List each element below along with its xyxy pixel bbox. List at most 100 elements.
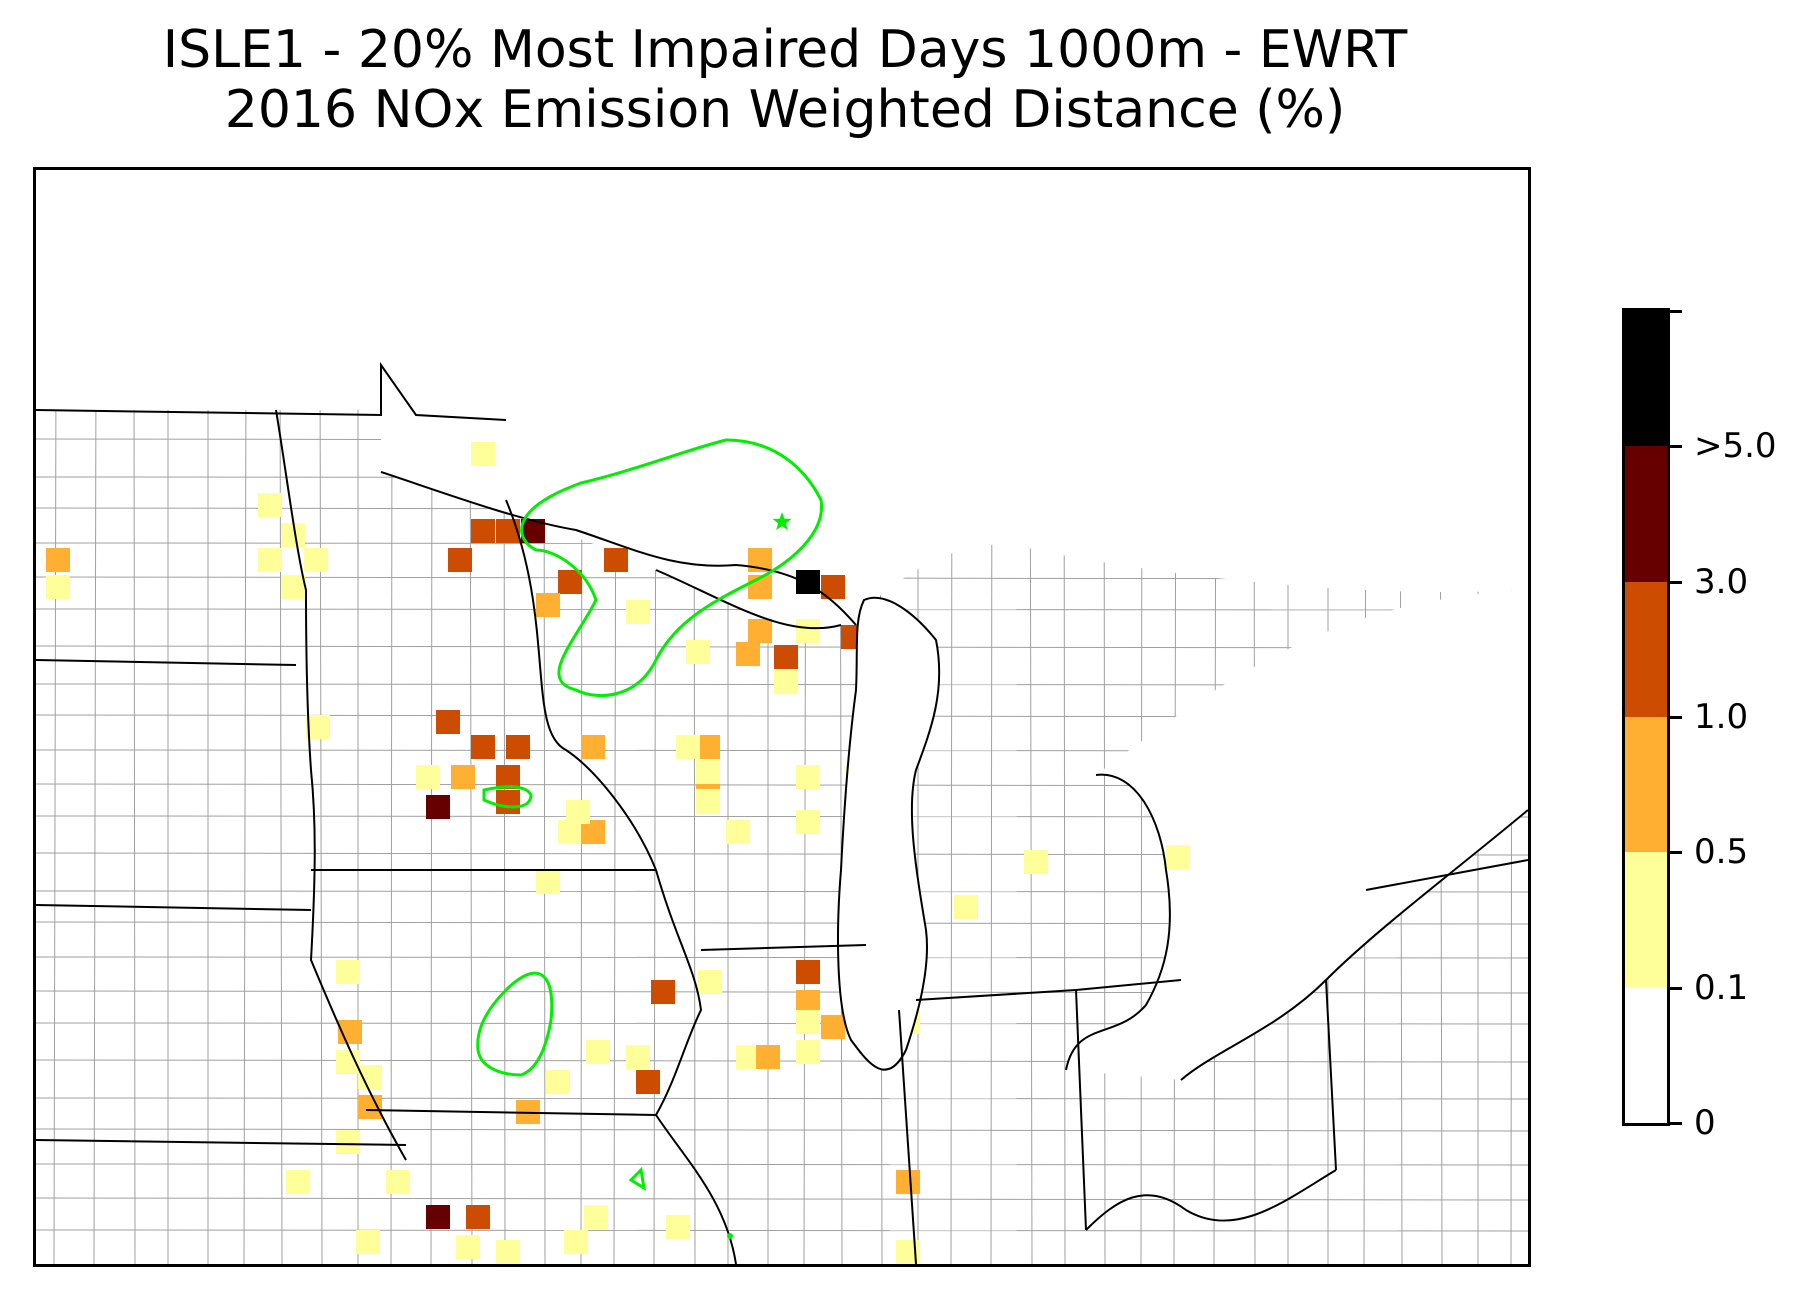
border-mo-il-river xyxy=(655,1114,737,1264)
lake-erie-shore xyxy=(1180,809,1528,1081)
emission-cell xyxy=(496,790,520,814)
emission-cell xyxy=(436,710,460,734)
emission-cell xyxy=(796,1010,820,1034)
emission-cell xyxy=(416,765,440,789)
colorbar-segment xyxy=(1625,717,1667,853)
emission-cell xyxy=(456,1235,480,1259)
colorbar-segment xyxy=(1625,987,1667,1123)
emission-cell xyxy=(736,642,760,666)
emission-cell xyxy=(896,1170,920,1194)
emission-cell xyxy=(258,493,282,517)
emission-cell xyxy=(336,1130,360,1154)
emission-cell xyxy=(386,1170,410,1194)
border-pa-ny xyxy=(1365,859,1528,891)
emission-cell xyxy=(796,765,820,789)
emission-cell xyxy=(496,519,520,543)
colorbar-tick xyxy=(1670,580,1682,584)
lake-huron-shore xyxy=(1065,773,1171,1071)
county-line xyxy=(36,1097,1528,1100)
border-ohio-river xyxy=(1085,1169,1337,1231)
emission-cell xyxy=(306,715,330,739)
colorbar-label: 0 xyxy=(1694,1103,1716,1143)
emission-cell xyxy=(281,523,305,547)
border-us-canada xyxy=(36,361,507,421)
emission-cell xyxy=(796,570,820,594)
border-in-oh xyxy=(1075,989,1087,1231)
emission-cell xyxy=(46,575,70,599)
emission-cell xyxy=(698,970,722,994)
colorbar-label: 3.0 xyxy=(1694,561,1749,602)
colorbar-label: 1.0 xyxy=(1694,697,1749,737)
county-line xyxy=(133,359,136,1264)
emission-cell xyxy=(636,1070,660,1094)
emission-cell xyxy=(954,895,978,919)
emission-cell xyxy=(726,820,750,844)
border-mn-wi xyxy=(505,499,657,871)
emission-cell xyxy=(426,795,450,819)
site-dot-icon xyxy=(727,1233,733,1239)
emission-cell xyxy=(536,593,560,617)
emission-cell xyxy=(651,980,675,1004)
emission-cell xyxy=(686,640,710,664)
colorbar-label: >5.0 xyxy=(1694,426,1777,467)
emission-cell xyxy=(774,645,798,669)
county-line xyxy=(53,359,57,1264)
border-il-in xyxy=(898,1009,917,1264)
emission-cell xyxy=(336,960,360,984)
border-wi-il xyxy=(700,944,867,951)
emission-cell xyxy=(286,1170,310,1194)
emission-cell xyxy=(451,765,475,789)
emission-cell xyxy=(584,1205,608,1229)
lake-michigan xyxy=(837,596,941,1071)
colorbar-segment xyxy=(1625,581,1667,717)
canada-blank xyxy=(36,170,1528,410)
colorbar-label: 0.5 xyxy=(1694,832,1749,873)
emission-cell xyxy=(586,1040,610,1064)
emission-cell xyxy=(581,735,605,759)
emission-cell xyxy=(471,519,495,543)
emission-cell xyxy=(564,1230,588,1254)
emission-cell xyxy=(304,548,328,572)
emission-cell xyxy=(506,735,530,759)
county-line xyxy=(36,1022,1528,1025)
emission-cell xyxy=(604,548,628,572)
emission-cell xyxy=(821,1015,845,1039)
border-sd-mn xyxy=(36,659,297,666)
emission-cell xyxy=(796,619,820,643)
emission-cell xyxy=(696,790,720,814)
emission-cell xyxy=(1024,850,1048,874)
emission-cell xyxy=(796,810,820,834)
emission-cell xyxy=(496,765,520,789)
emission-cell xyxy=(756,1045,780,1069)
emission-cell xyxy=(796,1040,820,1064)
emission-cell xyxy=(448,548,472,572)
emission-cell xyxy=(471,442,495,466)
emission-cell xyxy=(774,670,798,694)
county-line xyxy=(36,1197,1528,1201)
colorbar-tick xyxy=(1670,310,1682,313)
colorbar-segment xyxy=(1625,446,1667,582)
border-ne-ia xyxy=(309,769,407,1161)
county-line xyxy=(36,1229,1528,1232)
border-ia-il xyxy=(655,869,703,1116)
emission-cell xyxy=(496,1240,520,1264)
site-markers xyxy=(727,512,792,1239)
county-line xyxy=(469,359,473,1264)
emission-cells xyxy=(46,442,1190,1264)
county-line xyxy=(36,1128,1528,1132)
border-ne-ks xyxy=(36,1139,407,1146)
emission-cell xyxy=(566,800,590,824)
colorbar xyxy=(1622,308,1670,1126)
county-borders xyxy=(36,170,1528,1264)
emission-cell xyxy=(558,570,582,594)
emission-cell xyxy=(1166,845,1190,869)
colorbar-label: 0.1 xyxy=(1694,967,1749,1008)
emission-cell xyxy=(796,960,820,984)
colorbar-tick xyxy=(1670,445,1682,449)
county-line xyxy=(93,359,97,1264)
emission-cell xyxy=(748,619,772,643)
colorbar-tick xyxy=(1670,986,1682,990)
county-line xyxy=(319,359,323,1264)
chart-title-line2: 2016 NOx Emission Weighted Distance (%) xyxy=(224,80,1346,140)
emission-cell xyxy=(546,1070,570,1094)
